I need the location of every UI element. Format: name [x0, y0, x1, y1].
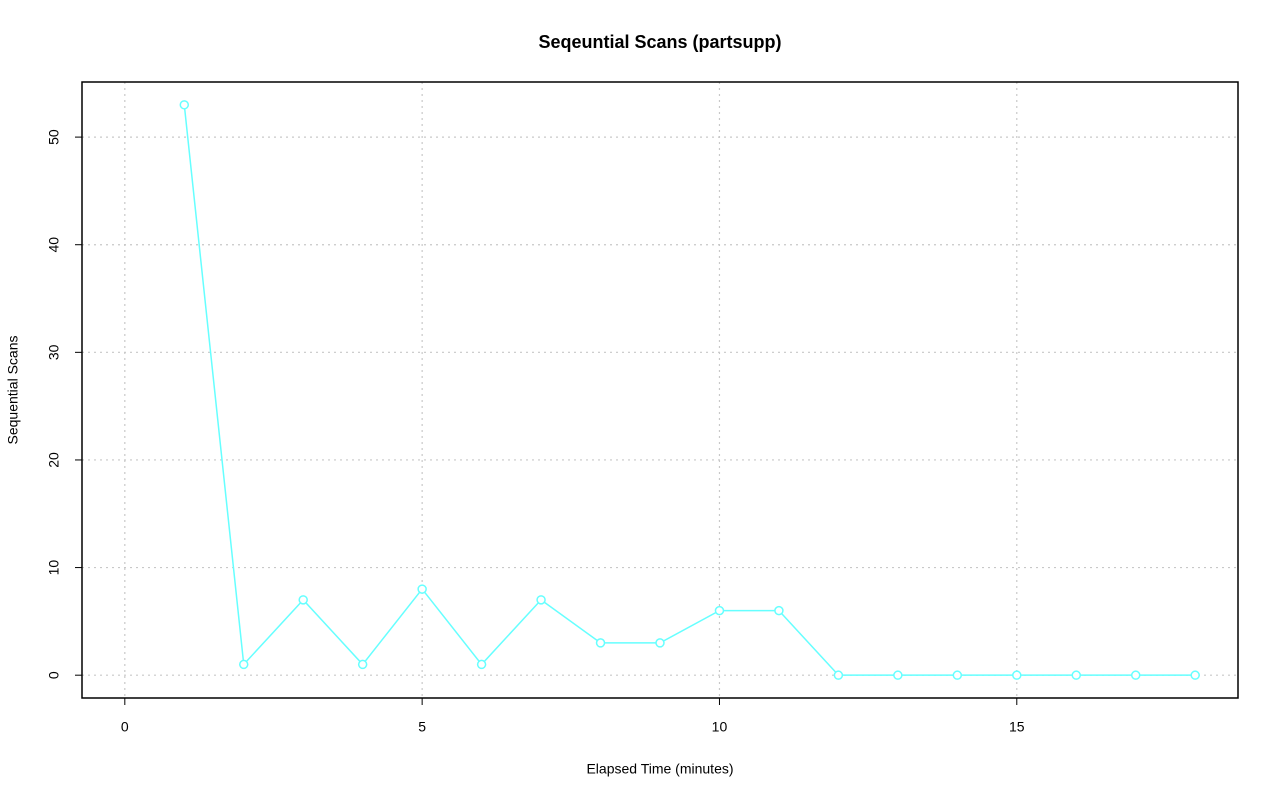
data-point — [893, 670, 903, 680]
y-tick-label: 0 — [46, 671, 62, 679]
plot-frame — [81, 81, 1239, 699]
y-tick-label: 40 — [46, 237, 62, 253]
data-point — [298, 595, 308, 605]
x-tick-label: 5 — [418, 719, 426, 735]
data-point — [774, 605, 784, 616]
y-tick-label: 30 — [46, 344, 62, 360]
x-tick-label: 0 — [121, 719, 129, 735]
data-point — [833, 670, 844, 680]
chart-title: Seqeuntial Scans (partsupp) — [538, 32, 781, 52]
data-point — [357, 659, 368, 670]
y-tick-label: 50 — [46, 129, 62, 145]
data-point — [238, 659, 249, 670]
data-line — [183, 104, 1196, 676]
data-point — [595, 638, 606, 648]
data-point — [179, 100, 190, 110]
data-point — [714, 605, 725, 616]
data-point — [417, 584, 427, 594]
data-point — [1071, 670, 1082, 680]
data-point — [1130, 670, 1141, 680]
data-point — [1012, 670, 1022, 680]
data-point — [476, 659, 487, 670]
y-axis-label: Sequential Scans — [5, 336, 21, 445]
data-point — [952, 670, 963, 680]
x-tick-label: 10 — [712, 719, 728, 735]
x-axis-label: Elapsed Time (minutes) — [586, 761, 733, 777]
y-tick-label: 20 — [46, 452, 62, 468]
y-tick-label: 10 — [46, 560, 62, 576]
data-point — [536, 595, 546, 605]
data-point — [655, 638, 665, 648]
x-tick-label: 15 — [1009, 719, 1025, 735]
data-point — [1190, 670, 1200, 680]
